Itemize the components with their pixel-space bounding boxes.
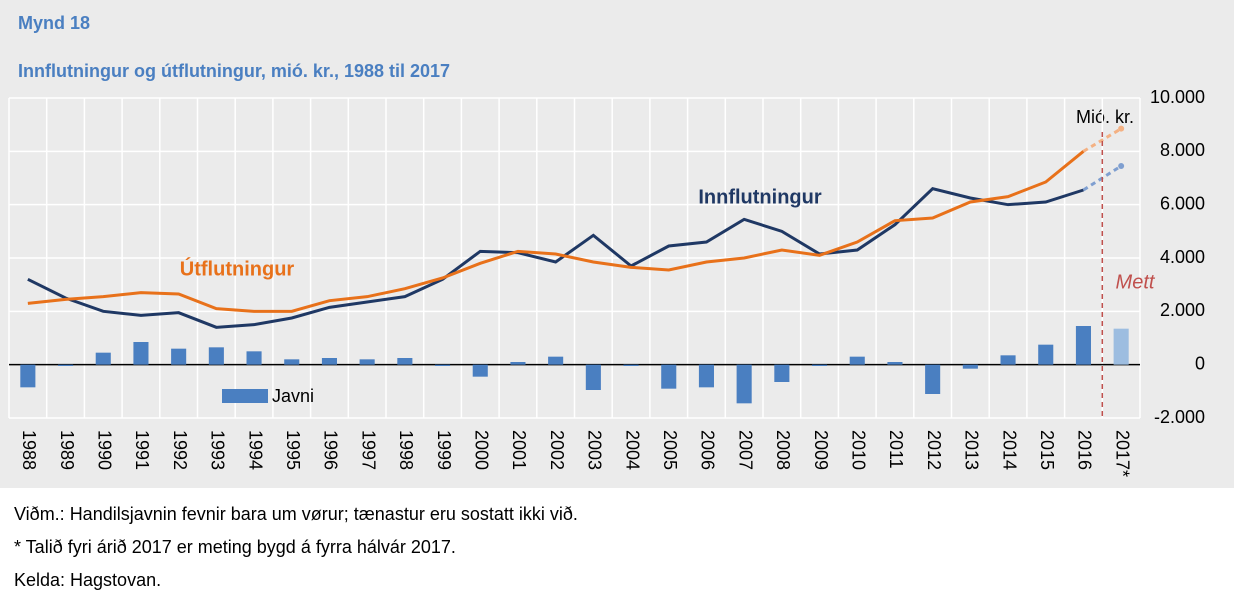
- x-tick-label: 2000: [472, 430, 492, 470]
- background: [0, 0, 1234, 488]
- bar: [359, 359, 375, 365]
- x-tick-label: 1989: [57, 430, 77, 470]
- legend-label: Javni: [272, 386, 314, 406]
- x-tick-label: 2015: [1037, 430, 1057, 470]
- x-tick-label: 1992: [170, 430, 190, 470]
- bar: [661, 364, 677, 389]
- x-tick-label: 1993: [208, 430, 228, 470]
- bar: [548, 356, 564, 365]
- unit-label: Mió. kr.: [1076, 107, 1134, 127]
- bar: [1075, 326, 1091, 365]
- x-tick-label: 1998: [396, 430, 416, 470]
- bar: [95, 352, 111, 365]
- bar: [849, 356, 865, 365]
- x-tick-label: 2008: [773, 430, 793, 470]
- x-tick-label: 2007: [735, 430, 755, 470]
- y-tick-label: 4.000: [1160, 247, 1205, 267]
- line: [27, 150, 1085, 313]
- x-tick-label: 1988: [19, 430, 39, 470]
- x-tick-label: 2014: [999, 430, 1019, 470]
- bar: [962, 364, 978, 369]
- y-tick-label: 10.000: [1150, 87, 1205, 107]
- bar: [887, 362, 903, 365]
- bar: [58, 364, 74, 366]
- bar: [472, 364, 488, 377]
- x-tick-label: 2006: [698, 430, 718, 470]
- x-tick-label: 1995: [283, 430, 303, 470]
- x-tick-label: 2005: [660, 430, 680, 470]
- bar: [925, 364, 941, 394]
- x-tick-label: 1990: [95, 430, 115, 470]
- x-tick-label: 1997: [358, 430, 378, 470]
- bar: [1000, 355, 1016, 365]
- y-tick-label: 0: [1195, 353, 1205, 373]
- note: Viðm.: Handilsjavnin fevnir bara um vøru…: [14, 504, 578, 524]
- x-tick-label: 2001: [509, 430, 529, 470]
- legend-swatch: [222, 389, 268, 403]
- bar: [284, 359, 300, 365]
- bar: [736, 364, 752, 404]
- y-tick-label: 8.000: [1160, 140, 1205, 160]
- bar: [1113, 328, 1129, 365]
- x-tick-label: 1994: [245, 430, 265, 470]
- bar: [435, 364, 451, 366]
- chart-subtitle: Innflutningur og útflutningur, mió. kr.,…: [18, 61, 450, 81]
- x-tick-label: 2002: [547, 430, 567, 470]
- bar: [321, 358, 337, 365]
- x-tick-label: 2010: [849, 430, 869, 470]
- x-tick-label: 2004: [622, 430, 642, 470]
- bar: [397, 358, 413, 365]
- estimate-point: [1118, 125, 1125, 132]
- bar: [623, 364, 639, 366]
- y-tick-label: 6.000: [1160, 193, 1205, 213]
- bar: [171, 348, 187, 365]
- note: Kelda: Hagstovan.: [14, 570, 161, 590]
- bar: [20, 364, 36, 388]
- x-tick-label: 1991: [132, 430, 152, 470]
- x-tick-label: 1999: [434, 430, 454, 470]
- line: [27, 187, 1084, 329]
- bar: [774, 364, 790, 382]
- bar: [698, 364, 714, 388]
- bar: [246, 351, 262, 365]
- x-tick-label: 2012: [924, 430, 944, 470]
- estimate-point: [1118, 163, 1125, 169]
- note: * Talið fyri árið 2017 er meting bygd á …: [14, 537, 456, 557]
- series-label: Innflutningur: [698, 186, 822, 208]
- bar: [585, 364, 601, 390]
- x-tick-label: 2013: [962, 430, 982, 470]
- series-label: Útflutningur: [180, 256, 295, 280]
- bar: [1038, 344, 1054, 365]
- chart-title: Mynd 18: [18, 13, 90, 33]
- x-tick-label: 2016: [1075, 430, 1095, 470]
- bar: [510, 362, 526, 365]
- annotation: Mett: [1116, 271, 1156, 293]
- x-tick-label: 2011: [886, 430, 906, 469]
- bar: [133, 342, 149, 365]
- y-tick-label: 2.000: [1160, 300, 1205, 320]
- line-estimate: [1082, 127, 1122, 153]
- x-tick-label: 2003: [585, 430, 605, 470]
- x-tick-label: 1996: [321, 430, 341, 470]
- y-tick-label: -2.000: [1154, 407, 1205, 427]
- x-tick-label: 2009: [811, 430, 831, 470]
- bar: [208, 347, 224, 365]
- bar: [812, 364, 828, 366]
- x-tick-label: 2017*: [1112, 430, 1132, 477]
